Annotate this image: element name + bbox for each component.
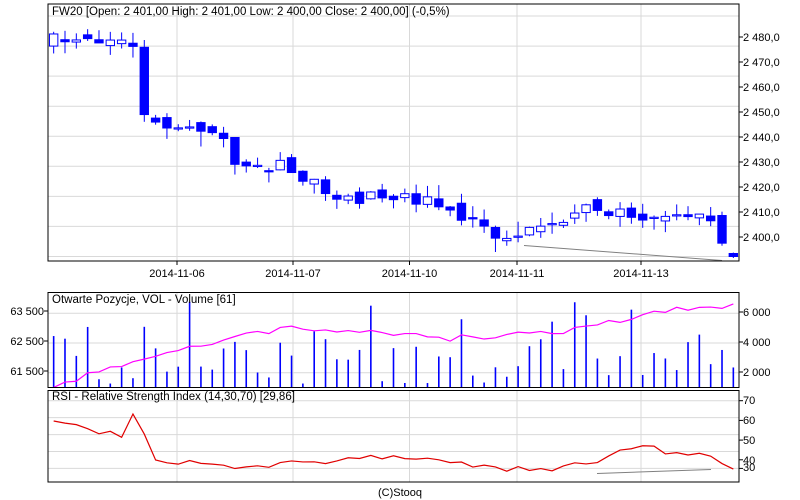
svg-text:61 500: 61 500 <box>10 366 44 378</box>
svg-text:62 500: 62 500 <box>10 336 44 348</box>
svg-text:2014-11-10: 2014-11-10 <box>382 268 437 280</box>
svg-text:(C)Stooq: (C)Stooq <box>378 487 422 499</box>
svg-text:60: 60 <box>743 415 755 427</box>
svg-text:2 400,0: 2 400,0 <box>743 232 780 244</box>
svg-text:4 000: 4 000 <box>743 337 771 349</box>
svg-text:FW20 [Open: 2 401,00 High: 2: FW20 [Open: 2 401,00 High: 2 401,00 Low:… <box>52 6 450 18</box>
svg-text:70: 70 <box>743 395 755 407</box>
svg-text:2 000: 2 000 <box>743 367 771 379</box>
svg-text:RSI - Relative Strength Index: RSI - Relative Strength Index (14,30,70)… <box>52 391 295 403</box>
svg-text:2 430,0: 2 430,0 <box>743 157 780 169</box>
svg-text:2 470,0: 2 470,0 <box>743 57 780 69</box>
svg-text:2 460,0: 2 460,0 <box>743 82 780 94</box>
svg-text:30: 30 <box>743 462 755 474</box>
svg-text:6 000: 6 000 <box>743 307 771 319</box>
svg-text:2014-11-07: 2014-11-07 <box>265 268 320 280</box>
svg-text:2 440,0: 2 440,0 <box>743 132 780 144</box>
svg-text:2 480,0: 2 480,0 <box>743 32 780 44</box>
svg-text:2014-11-11: 2014-11-11 <box>490 268 545 280</box>
svg-text:63 500: 63 500 <box>10 306 44 318</box>
svg-text:2014-11-06: 2014-11-06 <box>149 268 204 280</box>
svg-text:2 420,0: 2 420,0 <box>743 182 780 194</box>
svg-text:50: 50 <box>743 435 755 447</box>
svg-text:2014-11-13: 2014-11-13 <box>613 268 668 280</box>
svg-text:2 410,0: 2 410,0 <box>743 207 780 219</box>
svg-text:Otwarte Pozycje, VOL - Volume: Otwarte Pozycje, VOL - Volume [61] <box>52 294 236 306</box>
svg-text:2 450,0: 2 450,0 <box>743 107 780 119</box>
